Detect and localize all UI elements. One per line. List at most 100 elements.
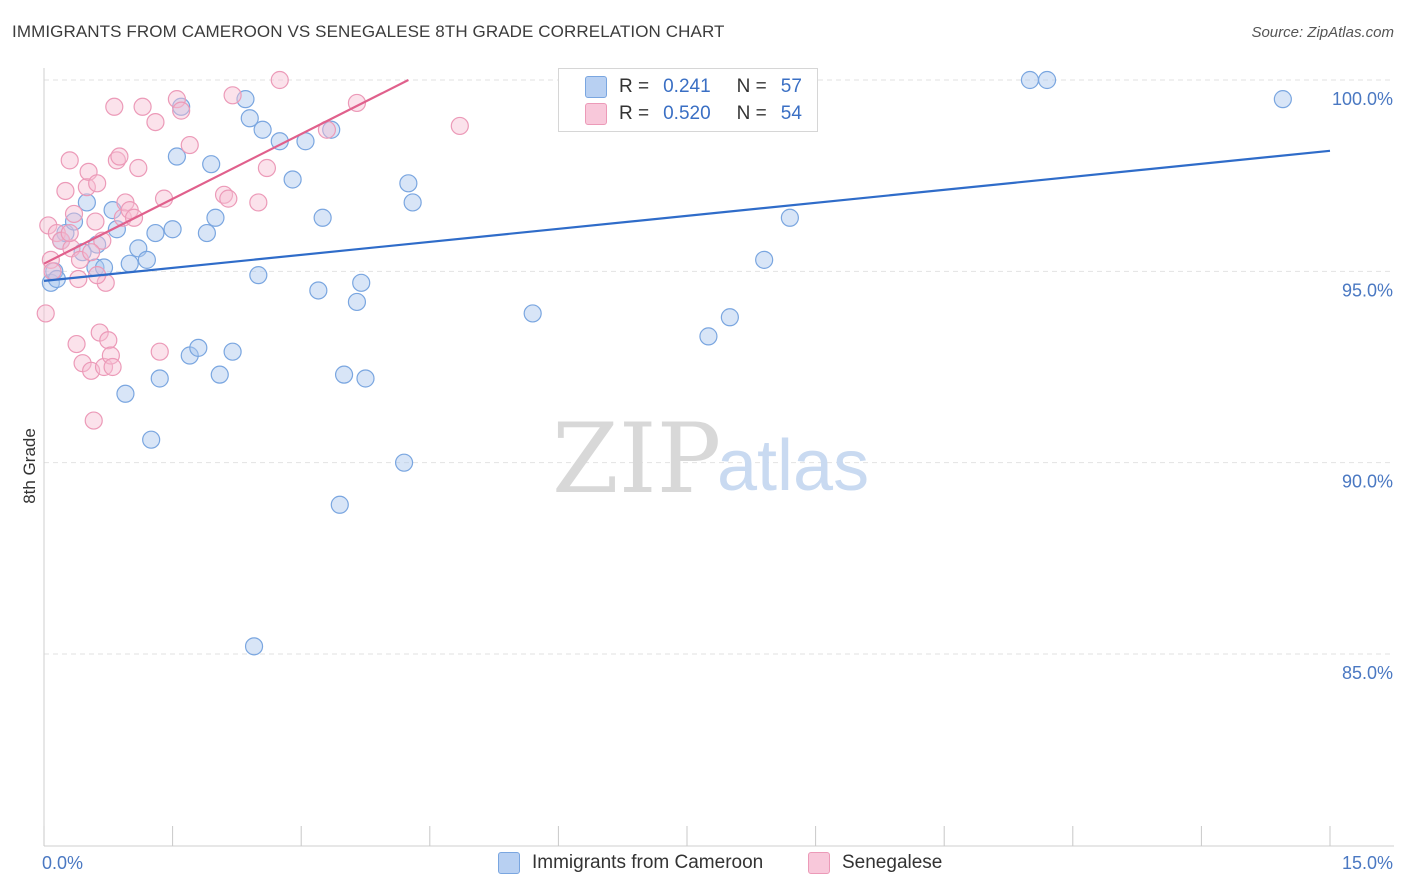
point-cameroon — [137, 250, 156, 269]
point-cameroon — [347, 292, 367, 312]
point-senegalese — [270, 70, 289, 90]
point-senegalese — [172, 101, 191, 120]
x-tick-label: 0.0% — [42, 853, 83, 873]
point-cameroon — [150, 369, 169, 388]
point-cameroon — [322, 120, 341, 139]
point-cameroon — [163, 220, 182, 239]
point-cameroon — [755, 250, 774, 269]
point-cameroon — [399, 174, 418, 193]
point-senegalese — [77, 178, 96, 197]
point-senegalese — [133, 97, 152, 116]
point-cameroon — [313, 208, 332, 227]
point-senegalese — [88, 174, 107, 193]
chart-title: IMMIGRANTS FROM CAMEROON VS SENEGALESE 8… — [12, 22, 725, 41]
point-cameroon — [334, 365, 354, 384]
series-legend-senegalese: Senegalese — [808, 852, 942, 874]
point-senegalese — [86, 212, 105, 231]
legend-swatch-cameroon — [585, 76, 607, 98]
legend-n-label: N = — [736, 103, 767, 124]
legend-n-value: 54 — [780, 103, 802, 124]
tick-labels: 100.0% 95.0% 90.0% 85.0% 0.0% 15.0% — [42, 89, 1393, 873]
point-cameroon — [210, 365, 229, 384]
point-cameroon — [120, 254, 139, 273]
point-senegalese — [450, 116, 469, 136]
legend-row-senegalese: R = 0.520 N = 54 — [585, 102, 802, 126]
point-senegalese — [84, 411, 103, 430]
point-senegalese — [249, 193, 268, 212]
point-cameroon — [206, 208, 225, 227]
point-cameroon — [77, 193, 96, 212]
y-axis-label: 8th Grade — [20, 428, 39, 504]
point-senegalese — [146, 112, 165, 132]
trend-line-senegalese — [43, 79, 409, 265]
data-points — [36, 70, 1292, 656]
legend-r-value: 0.241 — [663, 76, 711, 97]
point-senegalese — [223, 86, 242, 105]
point-senegalese — [60, 151, 79, 170]
trend-lines — [43, 79, 1331, 282]
correlation-legend: R = 0.241 N = 57 R = 0.520 N = 54 — [558, 68, 818, 132]
gridlines — [44, 79, 1394, 655]
point-cameroon — [197, 223, 216, 243]
point-cameroon — [167, 147, 186, 166]
point-cameroon — [403, 193, 422, 212]
point-cameroon — [240, 109, 259, 128]
point-cameroon — [223, 342, 242, 361]
point-senegalese — [105, 97, 124, 116]
point-cameroon — [189, 338, 208, 357]
point-cameroon — [394, 453, 414, 472]
point-senegalese — [103, 357, 122, 377]
series-name-senegalese: Senegalese — [842, 852, 943, 873]
point-cameroon — [356, 369, 375, 388]
point-senegalese — [99, 331, 118, 350]
y-tick-label: 100.0% — [1332, 89, 1393, 109]
point-cameroon — [1020, 70, 1040, 90]
point-senegalese — [110, 147, 129, 166]
point-senegalese — [43, 262, 62, 281]
point-senegalese — [56, 181, 75, 201]
point-senegalese — [150, 342, 169, 361]
point-cameroon — [352, 273, 371, 292]
trend-line-cameroon — [43, 149, 1331, 282]
point-cameroon — [146, 223, 165, 243]
point-senegalese — [219, 189, 238, 208]
point-senegalese — [129, 158, 148, 178]
point-cameroon — [116, 384, 135, 403]
point-cameroon — [253, 120, 272, 139]
point-cameroon — [309, 281, 328, 300]
point-senegalese — [167, 90, 186, 109]
watermark-atlas: atlas — [717, 426, 869, 506]
point-cameroon — [523, 304, 542, 323]
series-name-cameroon: Immigrants from Cameroon — [532, 852, 764, 873]
watermark-zip: ZIP — [552, 403, 721, 515]
series-legend: Immigrants from Cameroon Senegalese — [0, 852, 1406, 878]
point-senegalese — [60, 223, 79, 243]
legend-r-label: R = — [619, 103, 650, 124]
legend-n-value: 57 — [780, 76, 802, 97]
point-senegalese — [36, 304, 55, 323]
y-tick-label: 90.0% — [1342, 472, 1393, 492]
series-swatch-senegalese — [808, 852, 830, 874]
legend-row-cameroon: R = 0.241 N = 57 — [585, 75, 802, 99]
series-swatch-cameroon — [498, 852, 520, 874]
point-cameroon — [780, 208, 799, 227]
point-cameroon — [64, 212, 84, 231]
y-tick-label: 85.0% — [1342, 663, 1393, 683]
point-senegalese — [101, 346, 120, 365]
source-credit: Source: ZipAtlas.com — [1251, 24, 1394, 41]
legend-swatch-senegalese — [585, 103, 607, 125]
legend-n-label: N = — [736, 76, 767, 97]
point-senegalese — [180, 135, 199, 155]
point-cameroon — [1037, 70, 1057, 90]
point-senegalese — [257, 158, 277, 178]
legend-r-value: 0.520 — [663, 103, 711, 124]
point-cameroon — [94, 258, 114, 277]
point-cameroon — [330, 495, 349, 514]
point-cameroon — [720, 308, 739, 327]
point-senegalese — [67, 334, 86, 354]
point-senegalese — [154, 189, 174, 208]
point-cameroon — [1273, 90, 1292, 109]
point-cameroon — [283, 170, 302, 189]
axes — [43, 68, 1394, 847]
